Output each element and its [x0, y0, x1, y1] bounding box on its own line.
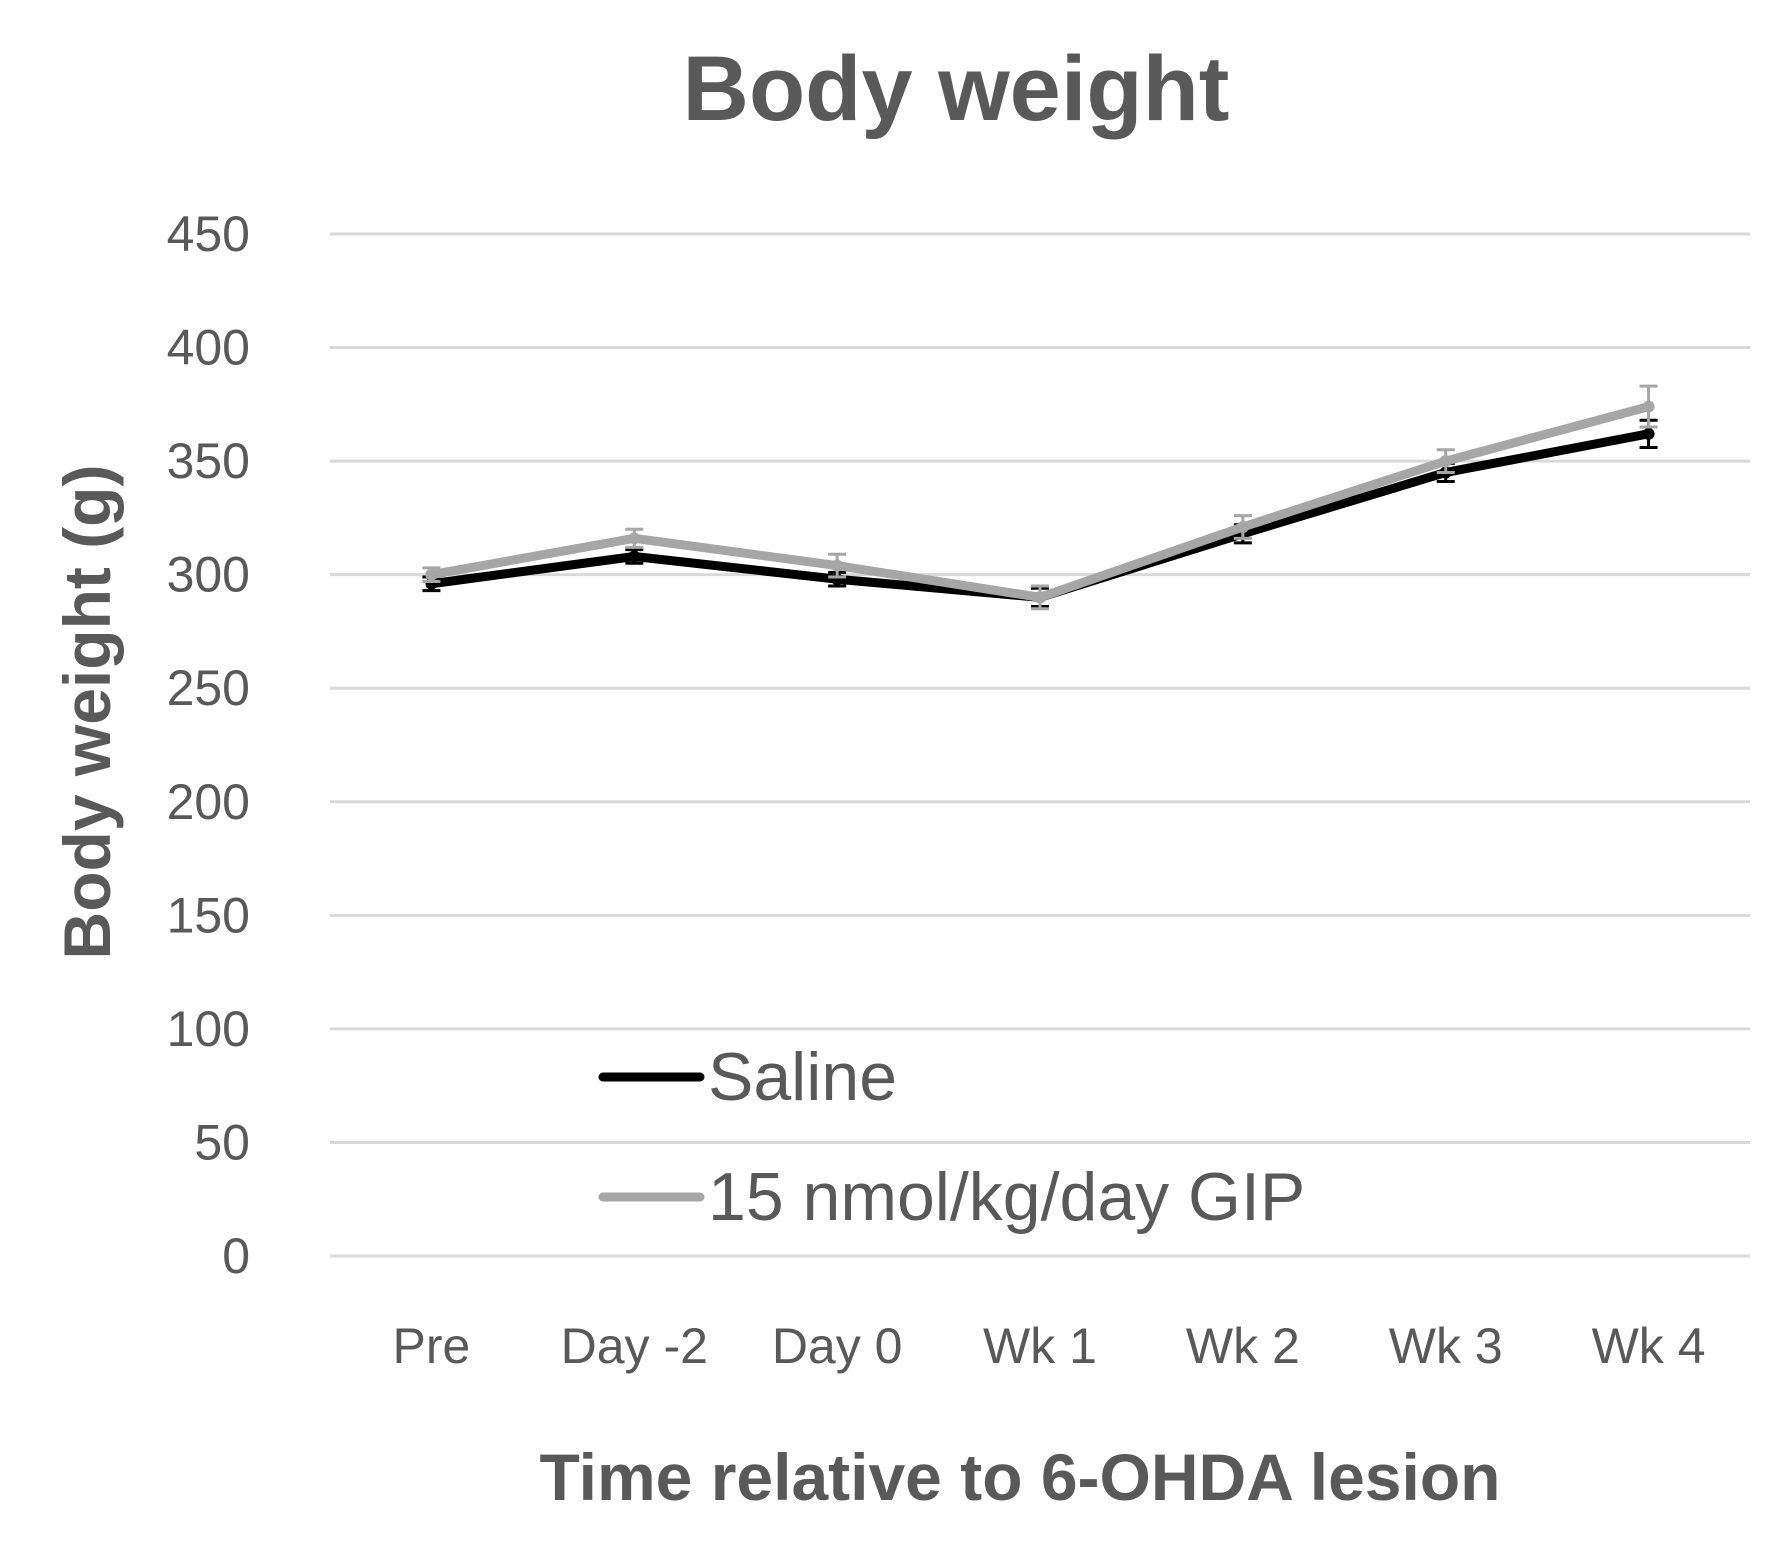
x-tick-label-day-2: Day -2 — [561, 1318, 708, 1374]
x-axis-title: Time relative to 6-OHDA lesion — [540, 1440, 1501, 1514]
data-point-15-nmol-kg-day-gip-day-2 — [628, 532, 641, 545]
legend: Saline 15 nmol/kg/day GIP — [598, 1039, 1305, 1235]
y-tick-label-350: 350 — [167, 433, 250, 489]
series-line-15-nmol-kg-day-gip — [426, 402, 1654, 602]
x-tick-label-wk-4: Wk 4 — [1592, 1318, 1706, 1374]
x-tick-label-pre: Pre — [393, 1318, 471, 1374]
y-tick-label-150: 150 — [167, 887, 250, 943]
y-tick-label-300: 300 — [167, 547, 250, 603]
data-point-saline-wk-4 — [1642, 427, 1655, 440]
x-tick-label-wk-2: Wk 2 — [1186, 1318, 1300, 1374]
y-tick-label-200: 200 — [167, 774, 250, 830]
y-tick-label-450: 450 — [167, 206, 250, 262]
data-point-15-nmol-kg-day-gip-wk-2 — [1236, 520, 1249, 533]
y-tick-label-0: 0 — [222, 1228, 250, 1284]
y-axis-title: Body weight (g) — [50, 465, 124, 960]
y-tick-label-250: 250 — [167, 660, 250, 716]
x-tick-label-day-0: Day 0 — [772, 1318, 903, 1374]
data-point-15-nmol-kg-day-gip-wk-4 — [1642, 400, 1655, 413]
gridlines — [330, 232, 1750, 1258]
data-point-15-nmol-kg-day-gip-wk-3 — [1439, 455, 1452, 468]
y-tick-label-50: 50 — [194, 1114, 250, 1170]
y-tick-label-100: 100 — [167, 1001, 250, 1057]
data-point-saline-day-2 — [628, 550, 641, 563]
plot-area — [422, 384, 1658, 611]
legend-label-gip: 15 nmol/kg/day GIP — [708, 1159, 1305, 1235]
data-point-15-nmol-kg-day-gip-wk-1 — [1034, 591, 1046, 604]
legend-label-saline: Saline — [708, 1039, 897, 1115]
x-tick-label-wk-3: Wk 3 — [1389, 1318, 1503, 1374]
y-axis-ticks: 0 50 100 150 200 250 300 350 400 450 — [167, 206, 250, 1284]
series-saline — [422, 418, 1658, 608]
x-axis-ticks: Pre Day -2 Day 0 Wk 1 Wk 2 Wk 3 Wk 4 — [393, 1318, 1706, 1374]
series-15-nmol-kg-day-gip — [422, 384, 1658, 611]
y-tick-label-400: 400 — [167, 320, 250, 376]
x-tick-label-wk-1: Wk 1 — [983, 1318, 1097, 1374]
data-point-15-nmol-kg-day-gip-pre — [425, 568, 438, 581]
chart-title: Body weight — [683, 38, 1230, 140]
data-point-15-nmol-kg-day-gip-day-0 — [831, 559, 844, 572]
